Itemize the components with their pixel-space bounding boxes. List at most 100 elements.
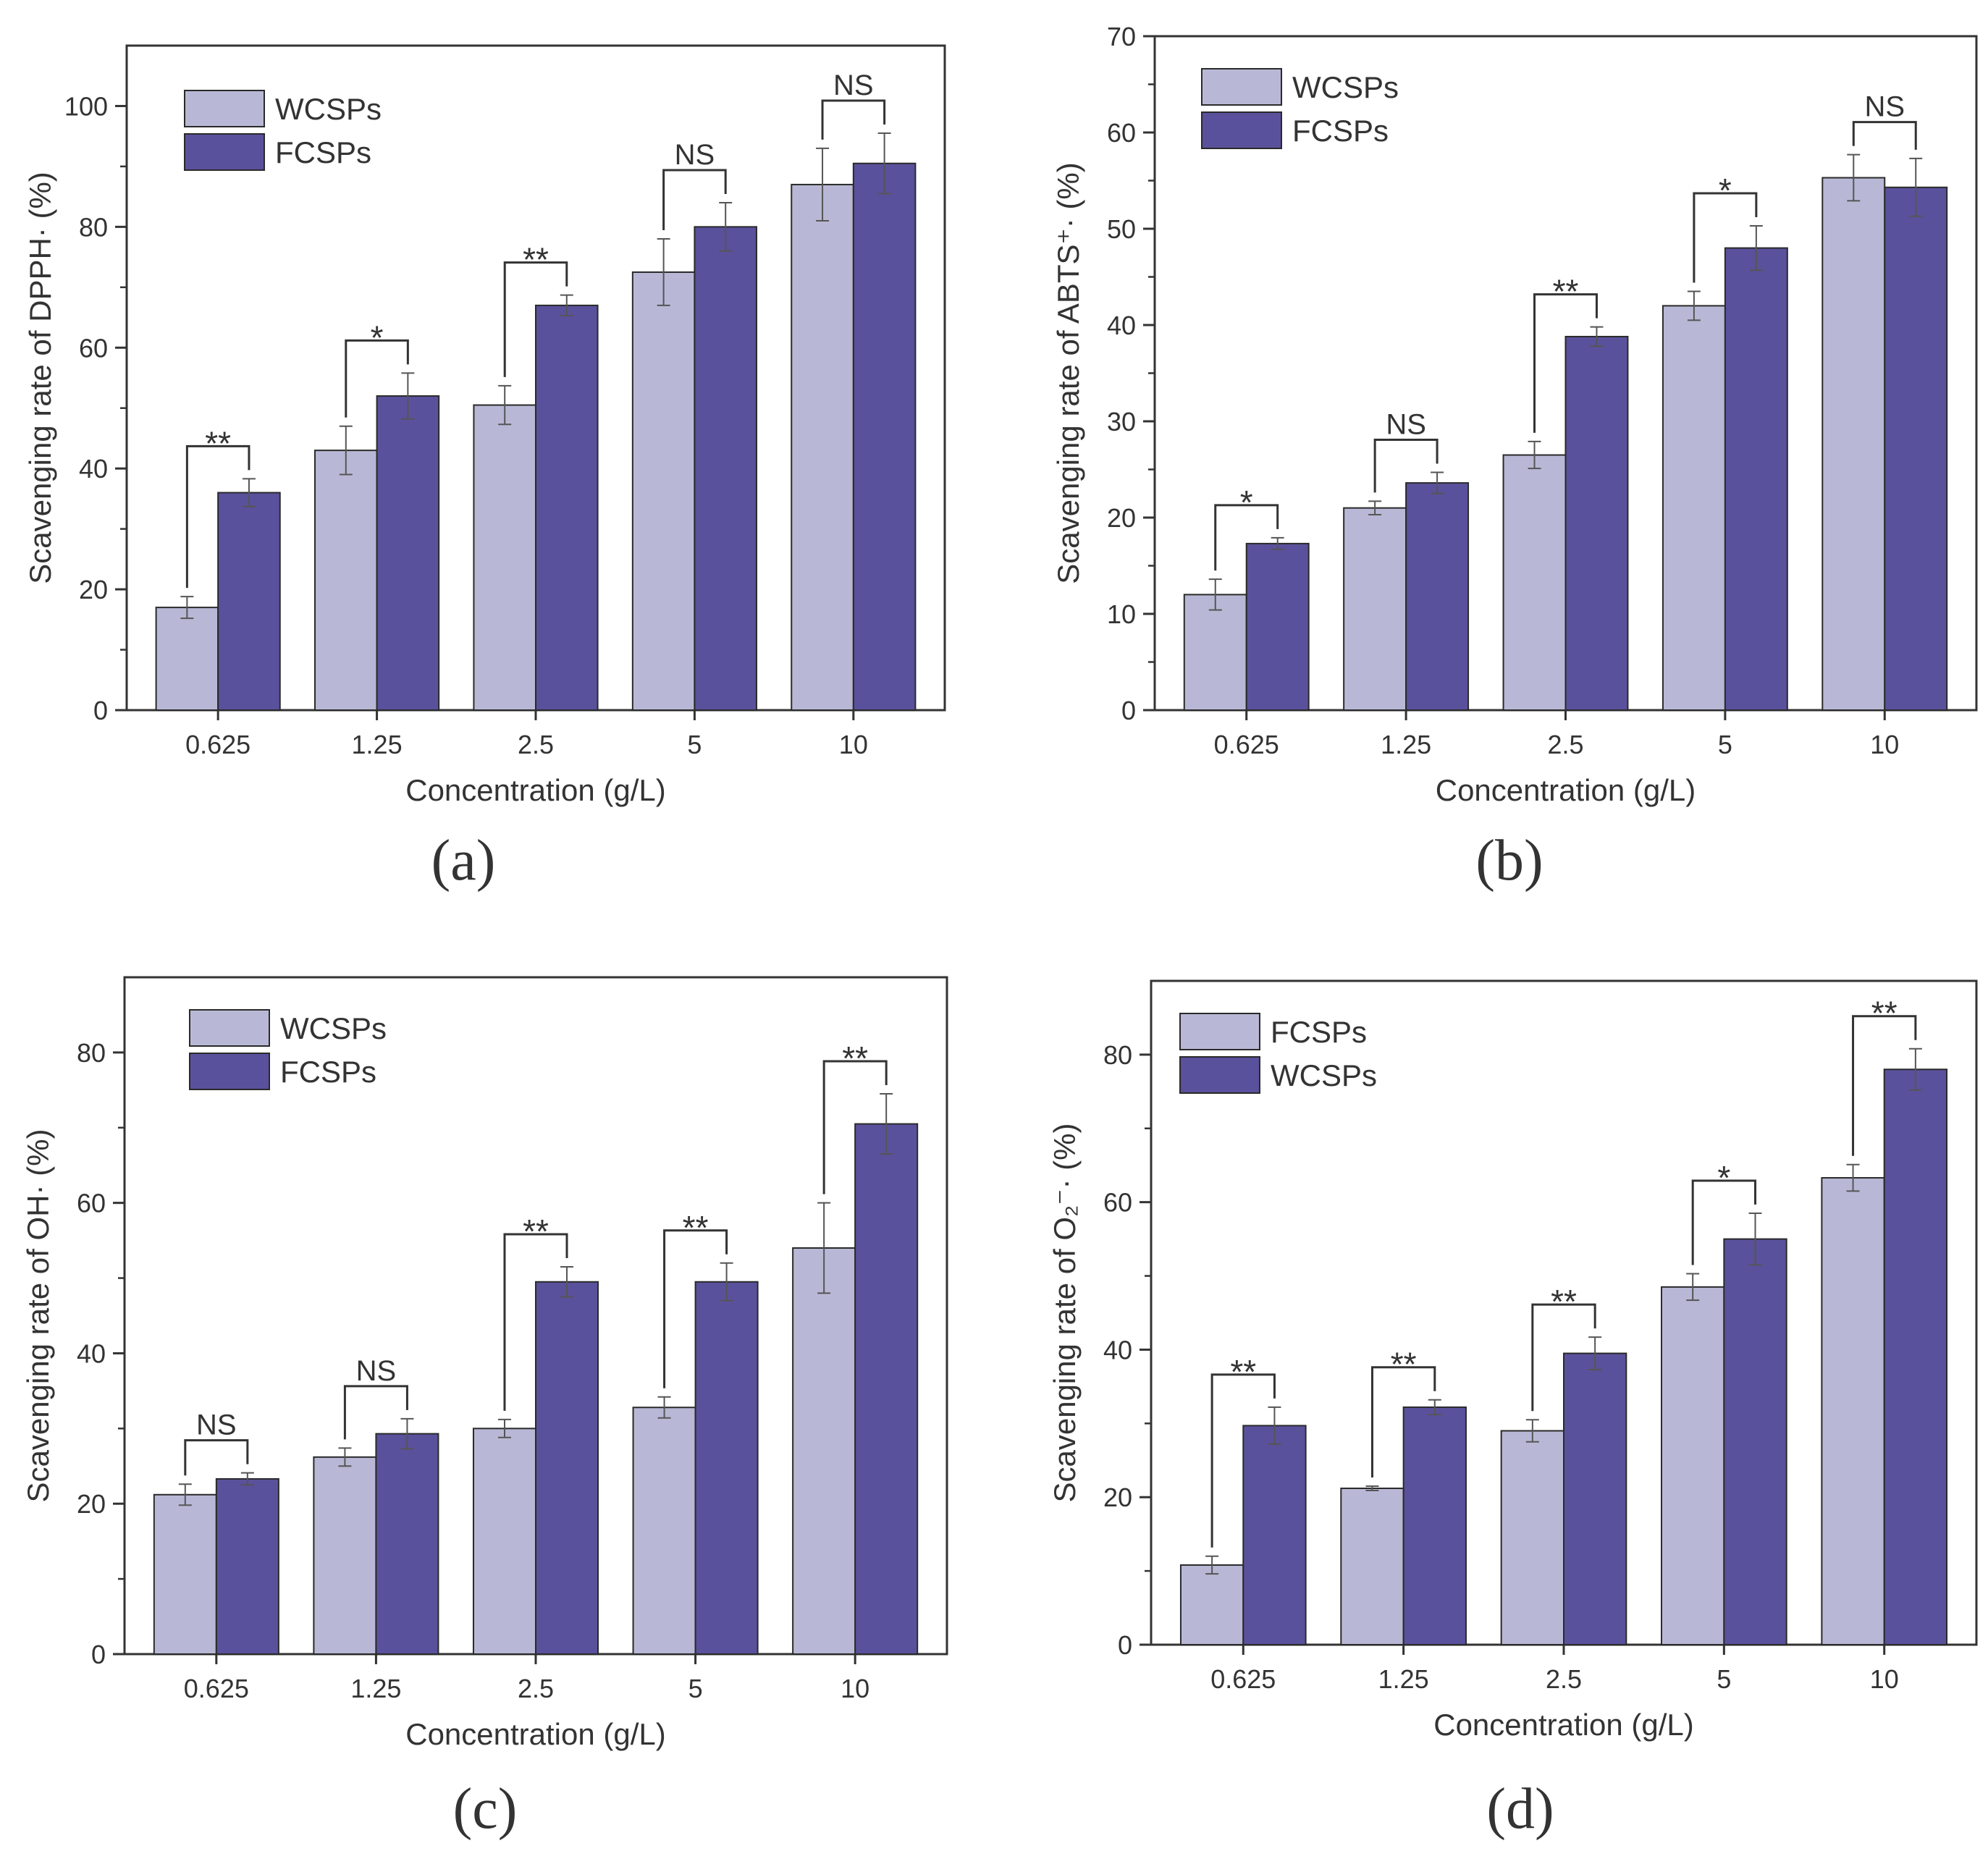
bar-wcsps-1.25 <box>1343 507 1407 711</box>
bar-wcsps-0.625 <box>1242 1425 1307 1645</box>
x-tick-label: 0.625 <box>184 1674 249 1703</box>
bar-fcsps-5 <box>694 226 757 711</box>
legend-label-wcsps: WCSPs <box>1292 70 1399 104</box>
significance-label: NS <box>196 1409 237 1441</box>
bar-fcsps-1.25 <box>1340 1487 1404 1646</box>
x-tick-label: 5 <box>687 730 702 759</box>
bar-fcsps-2.5 <box>1500 1430 1565 1645</box>
y-tick-label: 40 <box>1107 311 1136 340</box>
x-tick-label: 0.625 <box>185 730 250 759</box>
significance-label: NS <box>1386 408 1426 440</box>
y-tick-label: 80 <box>79 212 108 242</box>
bar-wcsps-10 <box>1883 1068 1948 1646</box>
y-tick-label: 60 <box>1107 118 1136 148</box>
legend-swatch-fcsps <box>1179 1013 1260 1050</box>
bar-fcsps-10 <box>852 162 917 711</box>
significance-bracket <box>1852 121 1917 150</box>
y-tick-label: 0 <box>91 1640 106 1669</box>
bar-wcsps-0.625 <box>153 1493 217 1656</box>
significance-label: ** <box>205 424 231 462</box>
bar-wcsps-2.5 <box>1502 454 1567 711</box>
y-tick-label: 40 <box>1103 1335 1132 1365</box>
x-tick-label: 2.5 <box>518 730 554 759</box>
bar-fcsps-0.625 <box>1179 1564 1244 1645</box>
legend-label-wcsps: WCSPs <box>1271 1058 1377 1092</box>
y-tick-label: 0 <box>93 696 108 725</box>
y-axis-title: Scavenging rate of OH· (%) <box>21 1129 55 1503</box>
legend-swatch-wcsps <box>1201 68 1282 106</box>
bar-fcsps-10 <box>1821 1177 1885 1645</box>
y-tick-label: 50 <box>1107 214 1136 244</box>
legend-swatch-fcsps <box>189 1053 270 1090</box>
significance-bracket <box>1210 1373 1276 1548</box>
legend-swatch-fcsps <box>1201 111 1282 149</box>
x-tick-label: 10 <box>839 730 868 759</box>
significance-label: ** <box>523 241 549 279</box>
y-tick-label: 40 <box>79 454 108 484</box>
significance-bracket <box>663 1229 728 1388</box>
significance-label: NS <box>356 1355 397 1387</box>
x-axis-title: Concentration (g/L) <box>405 1717 666 1751</box>
panel-label: (c) <box>453 1777 518 1841</box>
significance-bracket <box>503 261 568 377</box>
significance-bracket <box>345 339 409 418</box>
bar-fcsps-5 <box>1724 247 1788 712</box>
y-tick-label: 60 <box>79 333 108 363</box>
chart-panel-3: 0 20 40 60 80 0.625 NS 1.25 NS 2.5 ** 5 ** 10 ** Concen… <box>21 976 948 1841</box>
panel-label: (d) <box>1486 1777 1554 1841</box>
x-tick-label: 5 <box>1718 730 1732 759</box>
significance-label: * <box>1240 484 1253 521</box>
bar-fcsps-5 <box>694 1281 759 1655</box>
bar-fcsps-0.625 <box>217 492 281 712</box>
legend-label-wcsps: WCSPs <box>280 1011 387 1045</box>
bar-fcsps-2.5 <box>1564 335 1629 711</box>
bar-wcsps-1.25 <box>1402 1406 1467 1645</box>
y-tick-label: 0 <box>1121 696 1136 725</box>
x-tick-label: 5 <box>688 1674 703 1703</box>
legend-label-fcsps: FCSPs <box>1271 1015 1367 1049</box>
significance-label: ** <box>842 1040 868 1077</box>
significance-bracket <box>1370 1366 1436 1477</box>
panel-label: (b) <box>1475 829 1543 893</box>
y-tick-label: 20 <box>1107 503 1136 533</box>
bar-fcsps-1.25 <box>1405 482 1470 711</box>
significance-bracket <box>185 444 250 589</box>
legend-swatch-fcsps <box>184 133 265 171</box>
x-axis-title: Concentration (g/L) <box>405 773 666 807</box>
bar-fcsps-0.625 <box>215 1477 279 1655</box>
bar-wcsps-5 <box>1661 305 1726 711</box>
bar-fcsps-2.5 <box>535 1281 599 1655</box>
bar-wcsps-1.25 <box>314 450 378 711</box>
x-tick-label: 10 <box>1870 730 1899 759</box>
significance-bracket <box>822 1060 888 1194</box>
significance-bracket <box>1214 504 1279 571</box>
x-tick-label: 10 <box>841 1674 869 1703</box>
significance-bracket <box>503 1233 568 1411</box>
bar-wcsps-10 <box>1821 177 1886 711</box>
bar-wcsps-5 <box>632 1407 696 1655</box>
x-tick-label: 1.25 <box>1381 730 1431 759</box>
significance-label: NS <box>675 139 715 171</box>
y-tick-label: 10 <box>1107 599 1136 629</box>
y-tick-label: 20 <box>1103 1483 1132 1512</box>
significance-bracket <box>184 1439 249 1476</box>
significance-label: NS <box>833 69 874 101</box>
bar-wcsps-0.625 <box>155 607 219 711</box>
significance-label: ** <box>1230 1353 1256 1391</box>
x-tick-label: 1.25 <box>350 1674 401 1703</box>
bar-wcsps-5 <box>631 271 696 712</box>
x-tick-label: 1.25 <box>352 730 403 759</box>
y-tick-label: 20 <box>79 575 108 604</box>
significance-label: ** <box>1551 1283 1577 1320</box>
legend-swatch-wcsps <box>1179 1056 1260 1094</box>
significance-label: ** <box>1871 995 1898 1032</box>
y-axis-title: Scavenging rate of ABTS⁺· (%) <box>1051 162 1085 583</box>
y-tick-label: 60 <box>1103 1188 1132 1218</box>
bar-wcsps-10 <box>791 183 854 712</box>
x-tick-label: 2.5 <box>518 1674 554 1703</box>
x-tick-label: 2.5 <box>1546 1664 1582 1694</box>
x-tick-label: 1.25 <box>1378 1664 1429 1694</box>
bar-wcsps-2.5 <box>472 1428 537 1656</box>
y-tick-label: 100 <box>64 91 108 121</box>
